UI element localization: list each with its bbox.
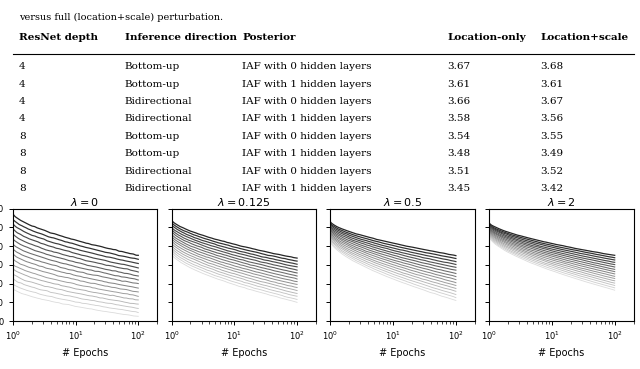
Text: IAF with 1 hidden layers: IAF with 1 hidden layers (243, 184, 372, 193)
Text: 8: 8 (19, 184, 26, 193)
Text: IAF with 1 hidden layers: IAF with 1 hidden layers (243, 80, 372, 89)
Text: 3.52: 3.52 (540, 167, 564, 176)
Text: 8: 8 (19, 132, 26, 141)
Text: IAF with 1 hidden layers: IAF with 1 hidden layers (243, 149, 372, 158)
Title: $\lambda=0.5$: $\lambda=0.5$ (383, 196, 422, 208)
Text: 3.48: 3.48 (447, 149, 470, 158)
Text: 3.56: 3.56 (540, 114, 564, 124)
Text: 4: 4 (19, 97, 26, 106)
Text: 4: 4 (19, 114, 26, 124)
Text: 3.54: 3.54 (447, 132, 470, 141)
Text: IAF with 0 hidden layers: IAF with 0 hidden layers (243, 167, 372, 176)
Text: Location-only: Location-only (447, 33, 526, 42)
Text: 3.42: 3.42 (540, 184, 564, 193)
Text: Bidirectional: Bidirectional (125, 97, 192, 106)
Text: Bottom-up: Bottom-up (125, 132, 180, 141)
Text: Bottom-up: Bottom-up (125, 62, 180, 71)
Text: Bidirectional: Bidirectional (125, 184, 192, 193)
Text: 3.58: 3.58 (447, 114, 470, 124)
Text: Bidirectional: Bidirectional (125, 114, 192, 124)
Text: 3.49: 3.49 (540, 149, 564, 158)
Text: Inference direction: Inference direction (125, 33, 237, 42)
Text: Bottom-up: Bottom-up (125, 149, 180, 158)
Text: 3.68: 3.68 (540, 62, 564, 71)
Title: $\lambda=2$: $\lambda=2$ (547, 196, 576, 208)
Title: $\lambda=0.125$: $\lambda=0.125$ (217, 196, 271, 208)
Text: Location+scale: Location+scale (540, 33, 628, 42)
Text: Bottom-up: Bottom-up (125, 80, 180, 89)
Text: 3.51: 3.51 (447, 167, 470, 176)
Text: Bidirectional: Bidirectional (125, 167, 192, 176)
Title: $\lambda=0$: $\lambda=0$ (70, 196, 99, 208)
Text: Posterior: Posterior (243, 33, 296, 42)
Text: IAF with 0 hidden layers: IAF with 0 hidden layers (243, 62, 372, 71)
X-axis label: # Epochs: # Epochs (380, 348, 426, 358)
Text: IAF with 0 hidden layers: IAF with 0 hidden layers (243, 132, 372, 141)
X-axis label: # Epochs: # Epochs (62, 348, 108, 358)
Text: 3.45: 3.45 (447, 184, 470, 193)
Text: versus full (location+scale) perturbation.: versus full (location+scale) perturbatio… (19, 13, 223, 22)
Text: 3.67: 3.67 (540, 97, 564, 106)
Text: ResNet depth: ResNet depth (19, 33, 98, 42)
Text: 8: 8 (19, 149, 26, 158)
Text: 3.61: 3.61 (447, 80, 470, 89)
X-axis label: # Epochs: # Epochs (538, 348, 584, 358)
Text: 4: 4 (19, 80, 26, 89)
Text: 3.67: 3.67 (447, 62, 470, 71)
Text: 3.55: 3.55 (540, 132, 564, 141)
Text: IAF with 0 hidden layers: IAF with 0 hidden layers (243, 97, 372, 106)
Text: 3.66: 3.66 (447, 97, 470, 106)
Text: 8: 8 (19, 167, 26, 176)
Text: 4: 4 (19, 62, 26, 71)
Text: IAF with 1 hidden layers: IAF with 1 hidden layers (243, 114, 372, 124)
X-axis label: # Epochs: # Epochs (221, 348, 267, 358)
Text: 3.61: 3.61 (540, 80, 564, 89)
